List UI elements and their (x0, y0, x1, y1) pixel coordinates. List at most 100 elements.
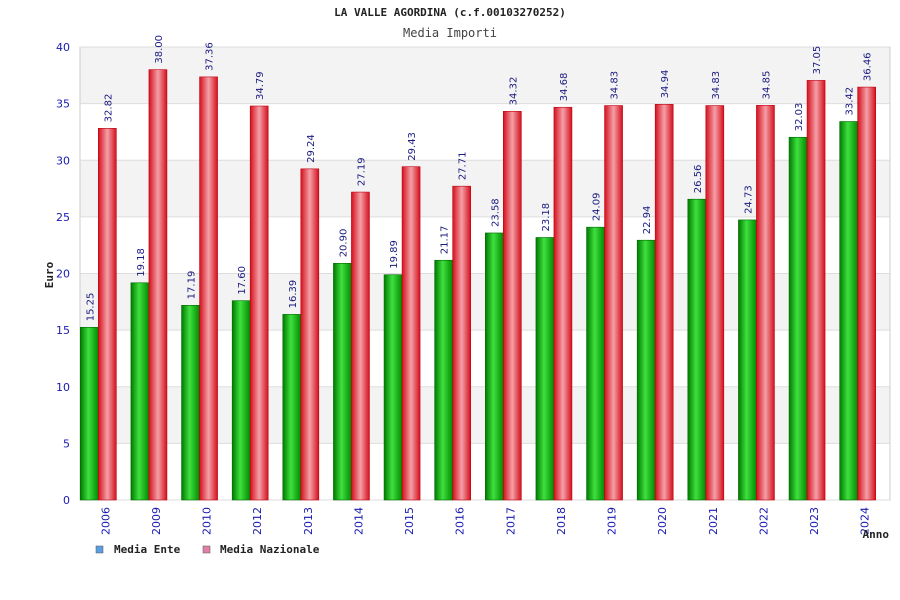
bar-media-ente (788, 136, 808, 501)
chart-subtitle: Media Importi (403, 26, 497, 40)
bar-media-nazionale (351, 191, 370, 501)
y-tick-label: 0 (63, 494, 70, 507)
bar-media-nazionale (806, 80, 826, 501)
bar-media-nazionale (654, 104, 674, 501)
bar-value-label: 34.79 (255, 71, 266, 100)
y-tick-label: 30 (56, 154, 70, 167)
bar-value-label: 19.89 (389, 240, 400, 269)
x-tick-label: 2017 (504, 507, 517, 535)
bar-value-label: 24.73 (743, 185, 754, 214)
bar-media-nazionale (452, 185, 471, 501)
bar-media-nazionale (857, 86, 876, 501)
x-tick-label: 2021 (707, 507, 720, 535)
bar-media-ente (282, 314, 302, 501)
y-axis-label: Euro (43, 261, 56, 288)
bar-media-ente (687, 198, 707, 501)
bar-value-label: 33.42 (845, 87, 856, 116)
bar-media-ente (738, 219, 757, 501)
x-axis-label: Anno (863, 528, 890, 541)
bar-value-label: 27.71 (458, 152, 469, 181)
legend: Media Ente Media Nazionale (95, 543, 320, 556)
bar-value-label: 17.60 (237, 266, 248, 295)
bar-media-ente (586, 226, 605, 501)
bar-media-ente (636, 239, 656, 501)
bar-media-nazionale (148, 69, 168, 501)
bar-media-nazionale (756, 105, 775, 501)
bar-media-ente (130, 282, 150, 501)
bar-media-nazionale (199, 76, 218, 501)
x-tick-label: 2013 (302, 507, 315, 535)
bar-value-label: 38.00 (154, 35, 165, 64)
y-tick-label: 15 (56, 324, 70, 337)
bar-value-label: 24.09 (592, 193, 603, 222)
bar-media-ente (434, 259, 453, 501)
x-tick-label: 2006 (99, 507, 112, 535)
bar-media-ente (231, 300, 251, 501)
x-tick-label: 2015 (403, 507, 416, 535)
bar-value-label: 36.46 (863, 52, 874, 81)
bar-value-label: 34.85 (761, 71, 772, 100)
bar-value-label: 21.17 (440, 226, 451, 255)
y-tick-label: 5 (63, 437, 70, 450)
x-tick-label: 2016 (454, 507, 467, 535)
y-tick-label: 10 (56, 381, 70, 394)
bar-value-label: 32.03 (794, 103, 805, 132)
value-labels-layer: 15.25 32.82 19.18 38.00 17.19 37.36 17.60 34.79… (85, 35, 873, 321)
bar-value-label: 20.90 (338, 229, 349, 258)
bar-value-label: 34.83 (610, 71, 621, 100)
bar-media-ente (181, 305, 200, 501)
bar-value-label: 23.18 (541, 203, 552, 232)
bar-media-ente (383, 274, 403, 501)
bars-layer (80, 69, 876, 501)
bar-value-label: 29.43 (407, 132, 418, 161)
bar-media-ente (535, 237, 555, 501)
y-axis-ticks: 0 5 10 15 20 25 30 35 40 (56, 41, 70, 507)
x-tick-label: 2014 (352, 507, 365, 535)
bar-media-nazionale (553, 106, 573, 501)
bar-value-label: 19.18 (136, 248, 147, 277)
y-tick-label: 40 (56, 41, 70, 54)
x-axis-ticks: 2006 2009 2010 2012 2013 2014 2015 2016 2017 2018… (99, 507, 871, 535)
bar-media-ente (80, 326, 99, 501)
bar-value-label: 37.05 (812, 46, 823, 75)
bar-media-nazionale (604, 105, 623, 501)
bar-value-label: 34.94 (660, 70, 671, 99)
x-tick-label: 2022 (757, 507, 770, 535)
x-tick-label: 2010 (201, 507, 214, 535)
x-tick-label: 2024 (859, 507, 872, 535)
bar-media-nazionale (705, 105, 725, 501)
legend-swatch-media-nazionale (202, 545, 211, 554)
bar-media-ente (485, 232, 504, 501)
bar-value-label: 26.56 (693, 165, 704, 194)
bar-value-label: 34.83 (711, 71, 722, 100)
bar-media-nazionale (401, 166, 421, 501)
bar-value-label: 23.58 (490, 198, 501, 227)
legend-swatch-media-ente (95, 545, 104, 554)
x-tick-label: 2012 (251, 507, 264, 535)
chart-title: LA VALLE AGORDINA (c.f.00103270252) (334, 6, 566, 19)
legend-label-media-nazionale: Media Nazionale (220, 543, 320, 556)
bar-media-nazionale (249, 105, 269, 501)
bar-value-label: 17.19 (187, 271, 198, 300)
bar-value-label: 37.36 (205, 42, 216, 71)
bar-media-ente (839, 121, 858, 501)
bar-value-label: 34.32 (508, 77, 519, 106)
bar-media-nazionale (503, 111, 522, 501)
bar-value-label: 32.82 (103, 94, 114, 123)
bar-media-ente (333, 263, 352, 501)
y-tick-label: 20 (56, 268, 70, 281)
bar-media-nazionale (98, 128, 117, 501)
y-tick-label: 35 (56, 98, 70, 111)
x-tick-label: 2018 (555, 507, 568, 535)
bar-value-label: 16.39 (288, 280, 299, 309)
x-tick-label: 2020 (656, 507, 669, 535)
y-tick-label: 25 (56, 211, 70, 224)
x-tick-label: 2009 (150, 507, 163, 535)
legend-label-media-ente: Media Ente (114, 543, 181, 556)
bar-value-label: 34.68 (559, 73, 570, 102)
bar-media-nazionale (300, 168, 320, 501)
bar-value-label: 27.19 (356, 157, 367, 186)
x-tick-label: 2019 (606, 507, 619, 535)
x-tick-label: 2023 (808, 507, 821, 535)
bar-value-label: 15.25 (85, 293, 96, 322)
